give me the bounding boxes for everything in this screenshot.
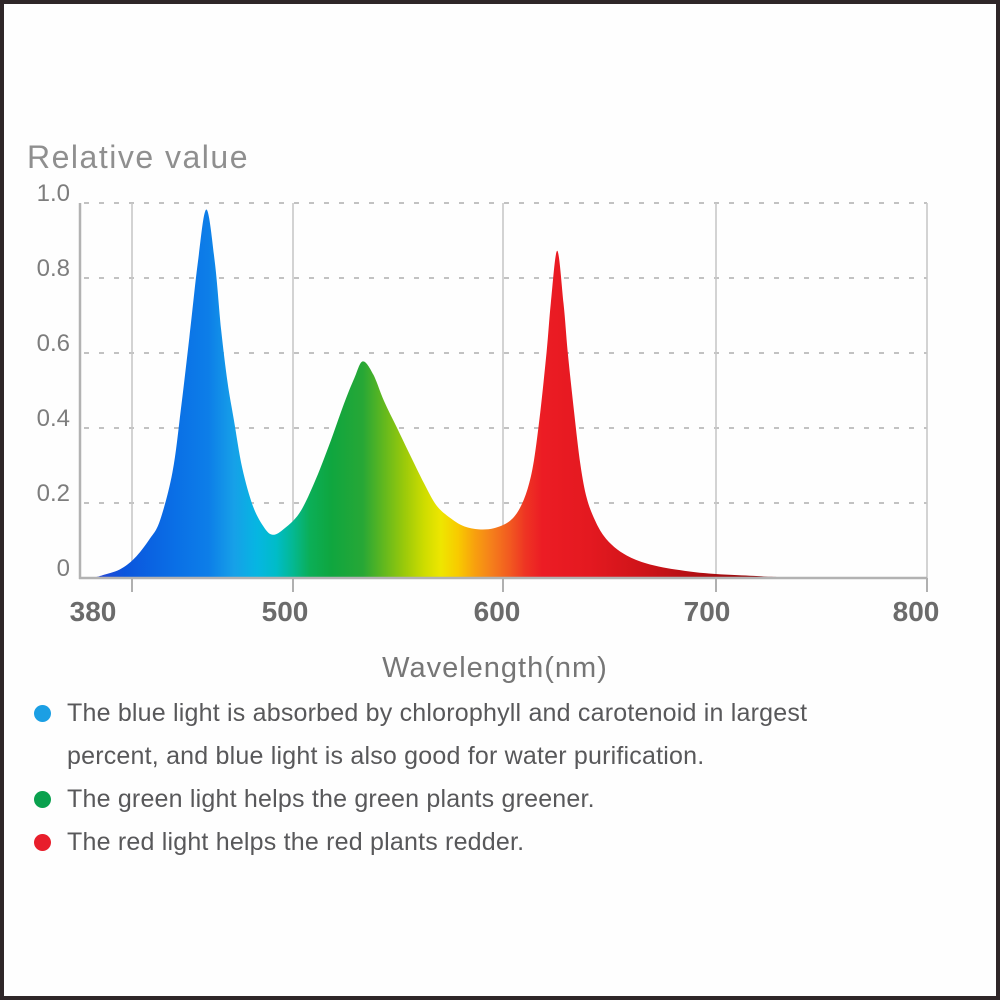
legend-item-green: The green light helps the green plants g…: [30, 778, 980, 821]
chart-title: Relative value: [27, 139, 249, 175]
y-tick-label: 0: [56, 555, 70, 582]
legend-item-red: The red light helps the red plants redde…: [30, 821, 980, 864]
legend-text-line: The red light helps the red plants redde…: [67, 828, 525, 856]
legend-text-line: percent, and blue light is also good for…: [67, 742, 705, 770]
blue-dot-icon: [34, 705, 51, 722]
x-tick-label: 700: [683, 596, 731, 627]
horizontal-gridlines: [84, 202, 927, 504]
vertical-gridlines: [131, 203, 928, 592]
legend-text: The blue light is absorbed by chlorophyl…: [67, 692, 807, 778]
legend-text-line: The blue light is absorbed by chlorophyl…: [67, 699, 808, 727]
red-dot-icon: [34, 834, 51, 851]
y-tick-label: 0.4: [36, 405, 70, 432]
legend-text-line: The green light helps the green plants g…: [67, 785, 595, 813]
legend-text: The green light helps the green plants g…: [67, 778, 595, 821]
legend-item-blue: The blue light is absorbed by chlorophyl…: [30, 692, 980, 778]
y-tick-label: 0.8: [36, 255, 70, 282]
x-tick-label: 380: [69, 596, 117, 627]
green-dot-icon: [34, 791, 51, 808]
legend-text: The red light helps the red plants redde…: [67, 821, 524, 864]
x-tick-label: 500: [261, 596, 309, 627]
x-tick-label: 800: [892, 596, 940, 627]
x-axis-title: Wavelength(nm): [382, 652, 608, 684]
y-tick-label: 0.2: [36, 480, 70, 507]
spectrum-curve: [96, 209, 780, 578]
legend: The blue light is absorbed by chlorophyl…: [30, 692, 980, 864]
y-tick-label: 0.6: [36, 330, 70, 357]
x-tick-label: 600: [473, 596, 521, 627]
y-tick-label: 1.0: [36, 180, 70, 207]
